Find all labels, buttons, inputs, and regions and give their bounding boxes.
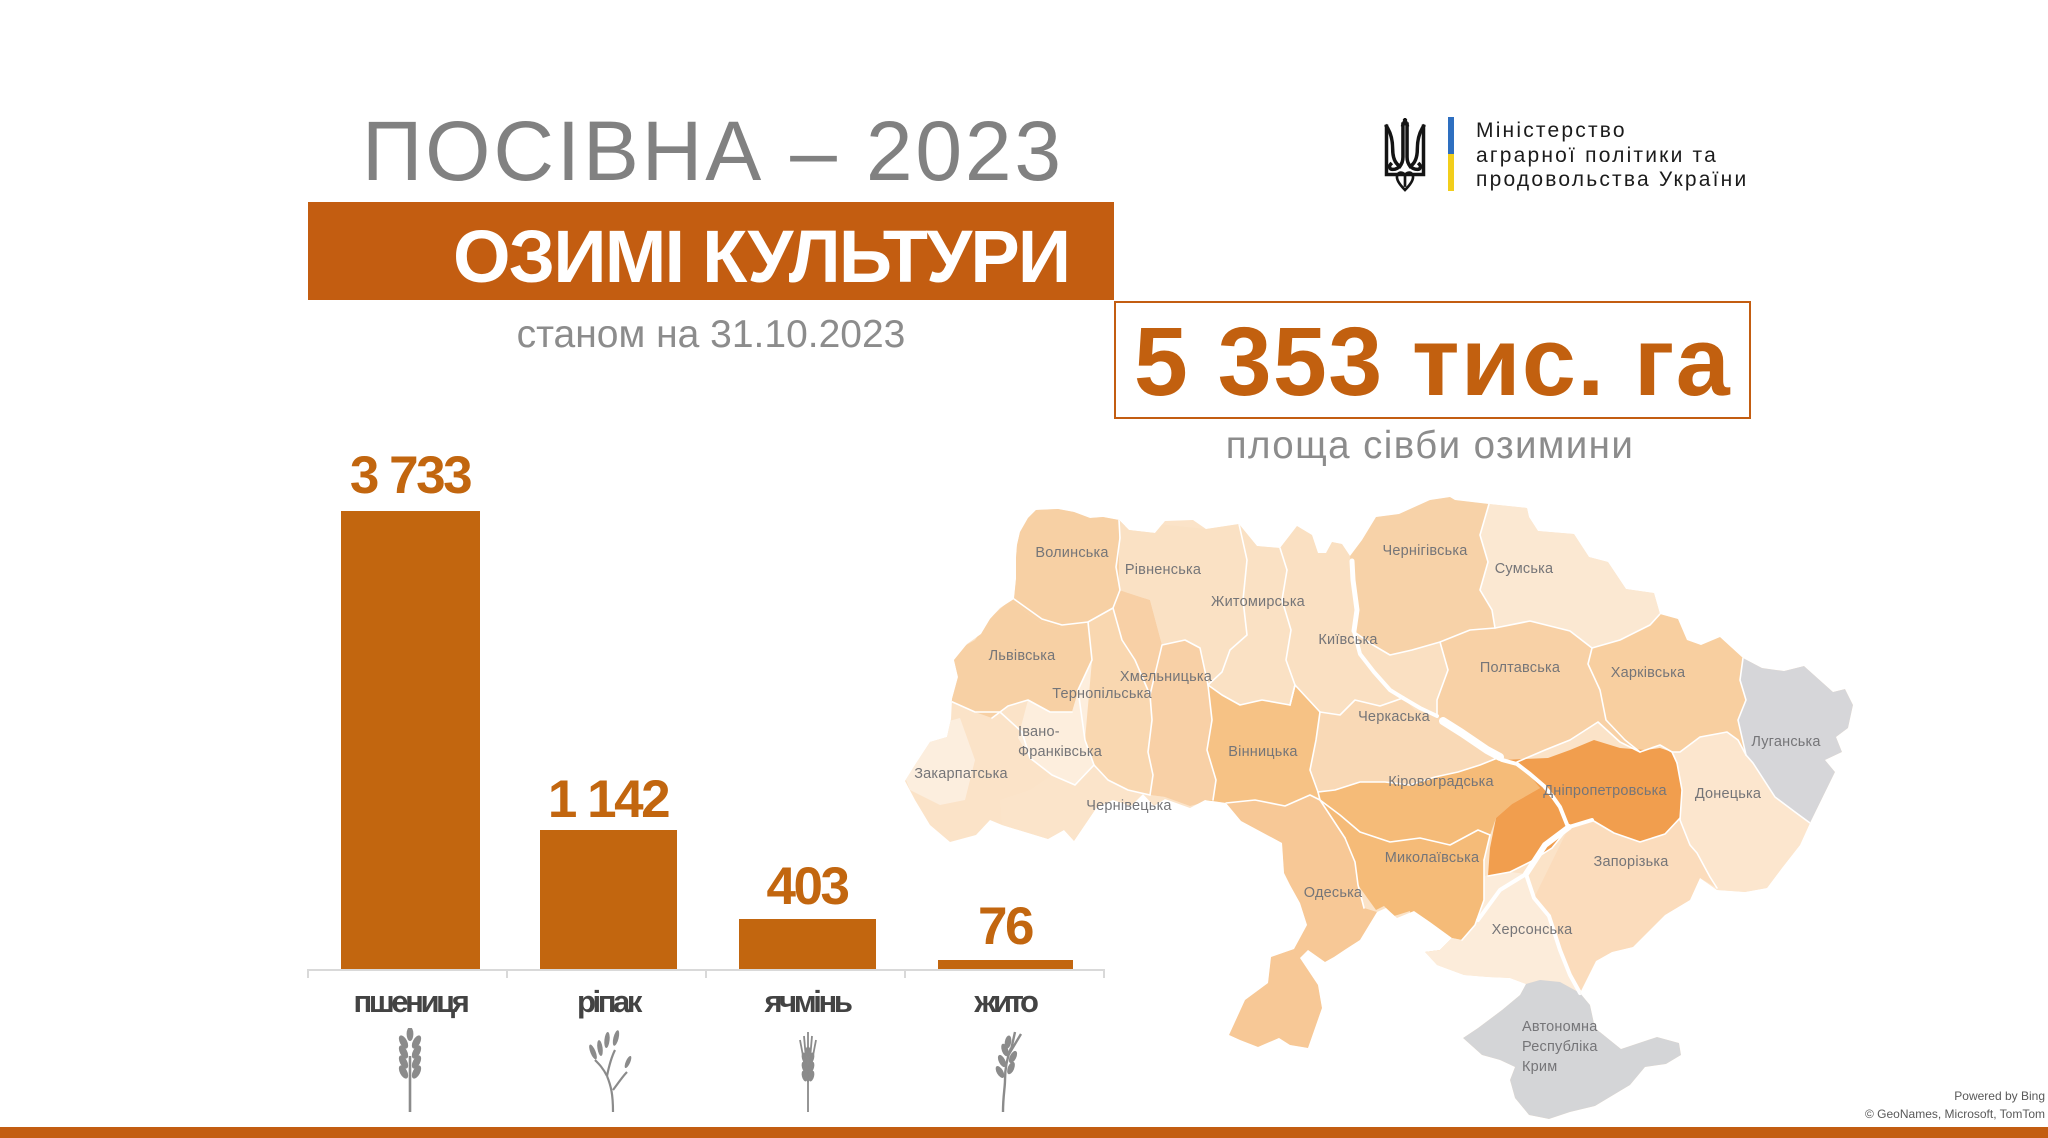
svg-text:Донецька: Донецька [1695,786,1762,802]
svg-text:Житомирська: Житомирська [1211,594,1306,610]
svg-text:Франківська: Франківська [1018,744,1103,760]
svg-text:Кіровоградська: Кіровоградська [1388,774,1494,790]
svg-text:Полтавська: Полтавська [1480,660,1561,676]
svg-text:Чернівецька: Чернівецька [1086,798,1172,814]
svg-text:Луганська: Луганська [1751,734,1821,750]
svg-text:Крим: Крим [1522,1059,1557,1075]
svg-text:Рівненська: Рівненська [1125,562,1202,578]
svg-text:Івано-: Івано- [1018,724,1060,740]
svg-text:Чернігівська: Чернігівська [1382,543,1468,559]
svg-text:Тернопільська: Тернопільська [1052,686,1152,702]
svg-text:Київська: Київська [1318,632,1378,648]
svg-text:Закарпатська: Закарпатська [914,766,1008,782]
svg-text:Автономна: Автономна [1522,1019,1598,1035]
svg-text:Херсонська: Херсонська [1492,922,1574,938]
svg-text:Республіка: Республіка [1522,1039,1598,1055]
svg-text:Харківська: Харківська [1611,665,1686,681]
svg-text:Вінницька: Вінницька [1228,744,1298,760]
svg-text:Волинська: Волинська [1035,545,1109,561]
svg-text:Запорізька: Запорізька [1594,854,1670,870]
svg-text:Сумська: Сумська [1495,561,1554,577]
svg-text:Черкаська: Черкаська [1358,709,1431,725]
svg-text:Хмельницька: Хмельницька [1120,669,1213,685]
svg-text:Львівська: Львівська [989,648,1057,664]
svg-text:Одеська: Одеська [1304,885,1363,901]
svg-text:Миколаївська: Миколаївська [1385,850,1480,866]
svg-text:Дніпропетровська: Дніпропетровська [1543,783,1667,799]
